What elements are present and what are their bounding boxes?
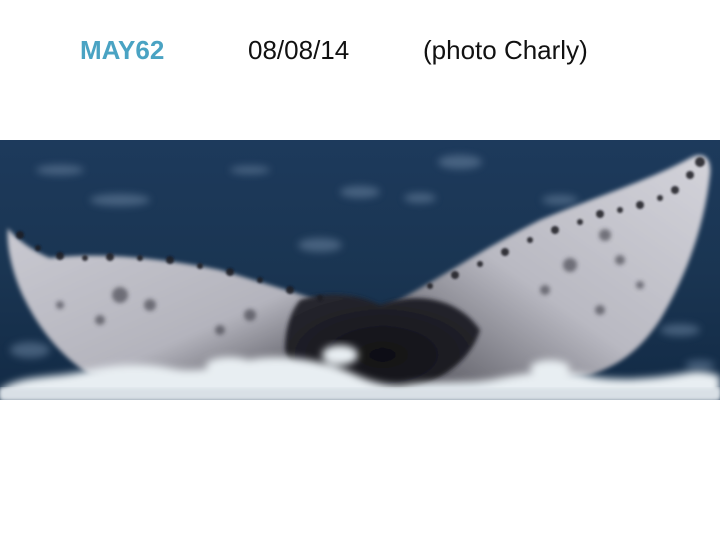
title-row: MAY62 08/08/14 (photo Charly) [0, 30, 720, 70]
sighting-date: 08/08/14 [248, 35, 350, 65]
whale-fluke-photo [0, 140, 720, 400]
fluke-interior-markings [56, 229, 644, 335]
photo-credit: (photo Charly) [423, 35, 588, 65]
sea-reflections [10, 155, 715, 370]
left-fluke-lobe [7, 228, 360, 384]
whale-id-label: MAY62 [80, 35, 165, 65]
fluke-edge-markings [16, 157, 705, 301]
photo-bottom-band [0, 388, 720, 400]
